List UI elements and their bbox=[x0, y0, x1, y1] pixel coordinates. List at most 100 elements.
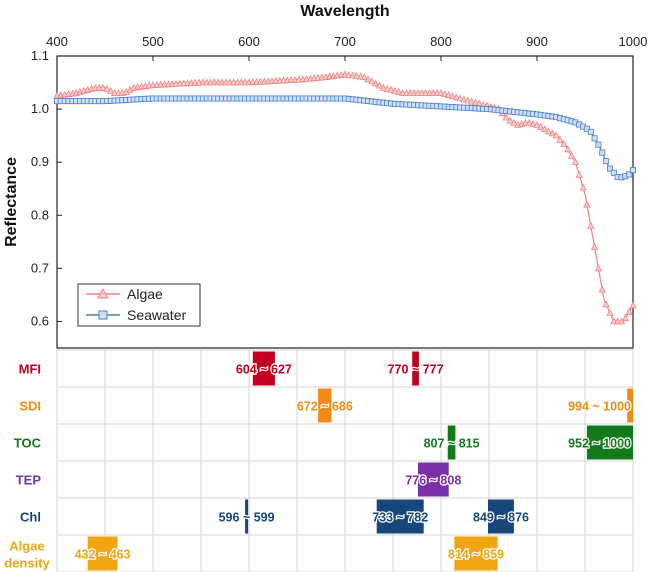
data-point-seawater bbox=[630, 167, 637, 174]
range-bar-mfi bbox=[252, 351, 275, 386]
range-bar-chl bbox=[376, 499, 424, 534]
data-point-algae bbox=[602, 300, 610, 308]
range-bar-chl bbox=[488, 499, 514, 534]
y-tick-label: 0.8 bbox=[31, 207, 49, 222]
data-point-algae bbox=[575, 170, 583, 178]
legend-label-algae: Algae bbox=[127, 286, 163, 302]
legend-item-algae: Algae bbox=[86, 286, 163, 302]
row-label-algae-density: Algae bbox=[9, 539, 44, 554]
row-label-sdi: SDI bbox=[19, 399, 41, 414]
series-seawater bbox=[54, 95, 637, 181]
data-point-algae bbox=[368, 77, 376, 85]
data-point-algae bbox=[375, 81, 384, 89]
range-label-chl: 849 ~ 876 bbox=[473, 511, 529, 525]
data-point-algae bbox=[529, 119, 537, 127]
range-grid bbox=[56, 349, 634, 572]
series-line-seawater bbox=[57, 97, 634, 179]
data-point-algae bbox=[456, 94, 464, 102]
range-label-toc: 952 ~ 1000 bbox=[568, 437, 631, 451]
data-point-seawater bbox=[591, 135, 598, 142]
x-axis-ticks: 400 500 600 700 800 900 1000 bbox=[46, 34, 647, 61]
range-label-algae-density: 432 ~ 463 bbox=[75, 548, 131, 562]
range-label-toc: 807 ~ 815 bbox=[424, 437, 480, 451]
data-point-algae bbox=[379, 83, 388, 91]
x-tick-label: 400 bbox=[46, 34, 68, 49]
data-point-seawater bbox=[583, 125, 590, 132]
data-point-algae bbox=[567, 151, 576, 159]
data-point-seawater bbox=[587, 128, 594, 135]
range-bar-tep bbox=[418, 462, 449, 497]
data-point-algae bbox=[606, 308, 614, 316]
row-label-mfi: MFI bbox=[19, 362, 41, 377]
legend: Algae Seawater bbox=[77, 283, 201, 327]
range-bar-algae-density bbox=[87, 536, 118, 571]
range-row-sdi: SDI 672 ~ 686 994 ~ 1000 bbox=[19, 388, 633, 423]
range-label-sdi: 672 ~ 686 bbox=[297, 400, 353, 414]
y-axis-ticks: 0.6 0.7 0.8 0.9 1.0 1.1 bbox=[31, 48, 62, 328]
data-point-algae bbox=[556, 135, 564, 143]
legend-label-seawater: Seawater bbox=[127, 307, 186, 323]
data-point-algae bbox=[537, 123, 545, 130]
data-point-algae bbox=[448, 92, 457, 100]
x-tick-label: 800 bbox=[430, 34, 452, 49]
range-bar-mfi bbox=[412, 351, 419, 386]
data-point-algae bbox=[621, 314, 629, 322]
data-point-algae bbox=[629, 301, 637, 309]
y-tick-label: 1.1 bbox=[31, 48, 49, 63]
range-bar-algae-density bbox=[454, 536, 498, 571]
data-point-algae bbox=[533, 120, 541, 128]
data-point-algae bbox=[387, 85, 395, 93]
range-bar-sdi bbox=[318, 388, 332, 423]
square-marker-icon bbox=[98, 310, 108, 320]
data-point-algae bbox=[468, 97, 476, 105]
legend-item-seawater: Seawater bbox=[86, 307, 186, 323]
data-point-algae bbox=[583, 200, 591, 208]
data-point-algae bbox=[525, 118, 533, 126]
data-point-algae bbox=[506, 116, 514, 124]
data-point-algae bbox=[590, 243, 599, 250]
data-point-algae bbox=[441, 90, 449, 97]
range-row-chl: Chl 596 ~ 599 733 ~ 782 849 ~ 876 bbox=[20, 499, 530, 534]
x-axis-title: Wavelength bbox=[300, 3, 389, 20]
data-point-algae bbox=[372, 79, 380, 87]
range-label-mfi: 770 ~ 777 bbox=[388, 363, 444, 377]
data-point-algae bbox=[103, 84, 111, 92]
x-tick-label: 700 bbox=[334, 34, 356, 49]
data-point-algae bbox=[548, 129, 557, 137]
data-point-algae bbox=[579, 183, 587, 191]
range-bar-toc bbox=[447, 425, 456, 460]
range-label-mfi: 604 ~ 627 bbox=[236, 363, 292, 377]
range-bar-chl bbox=[245, 499, 249, 534]
data-point-algae bbox=[544, 127, 553, 135]
series-layer bbox=[53, 70, 637, 325]
data-point-algae bbox=[99, 83, 107, 91]
range-label-chl: 733 ~ 782 bbox=[372, 511, 428, 525]
data-point-algae bbox=[598, 285, 606, 293]
data-point-algae bbox=[541, 125, 549, 133]
data-point-algae bbox=[502, 113, 510, 121]
data-point-seawater bbox=[626, 171, 633, 178]
data-point-seawater bbox=[595, 141, 602, 148]
range-bar-toc bbox=[586, 425, 633, 460]
data-point-algae bbox=[625, 307, 633, 315]
series-algae bbox=[53, 70, 637, 325]
range-row-algae-density: Algae density 432 ~ 463 814 ~ 859 bbox=[4, 536, 505, 571]
data-point-algae bbox=[564, 145, 572, 153]
row-label-toc: TOC bbox=[14, 436, 42, 451]
range-label-sdi: 994 ~ 1000 bbox=[568, 400, 631, 414]
data-point-algae bbox=[395, 88, 403, 95]
data-point-algae bbox=[560, 140, 568, 147]
data-point-algae bbox=[107, 86, 115, 94]
data-point-seawater bbox=[610, 169, 617, 176]
data-point-algae bbox=[437, 89, 445, 96]
x-tick-label: 500 bbox=[142, 34, 164, 49]
range-label-tep: 776 ~ 808 bbox=[405, 474, 461, 488]
data-point-algae bbox=[571, 158, 580, 165]
data-point-algae bbox=[594, 264, 603, 272]
data-point-seawater bbox=[607, 165, 614, 172]
data-point-algae bbox=[360, 73, 368, 80]
row-label-algae-density: density bbox=[4, 556, 50, 571]
data-point-algae bbox=[364, 75, 372, 83]
data-point-algae bbox=[552, 131, 560, 139]
